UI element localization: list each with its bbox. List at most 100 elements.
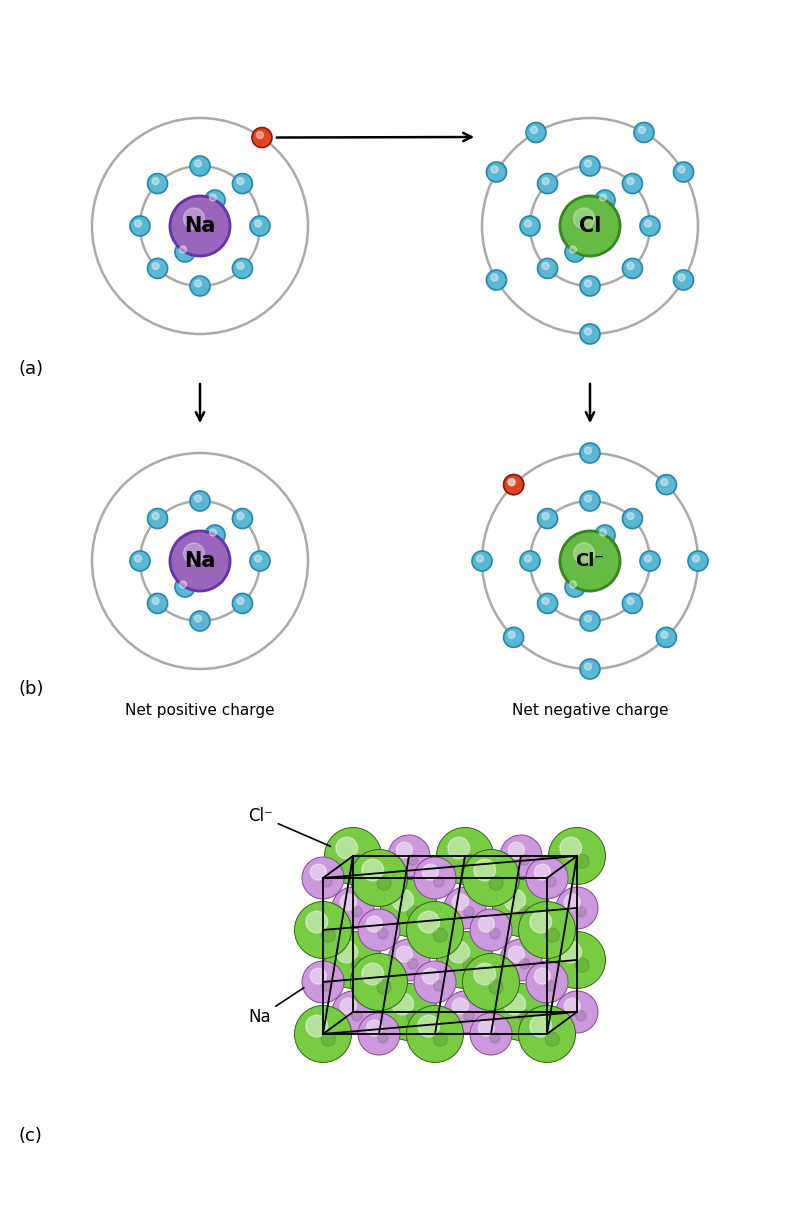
- Circle shape: [437, 827, 494, 884]
- Circle shape: [332, 886, 374, 929]
- Circle shape: [474, 859, 495, 880]
- Circle shape: [530, 911, 551, 932]
- Circle shape: [310, 865, 326, 880]
- Circle shape: [520, 216, 540, 236]
- Circle shape: [574, 543, 594, 564]
- Text: (b): (b): [18, 681, 43, 698]
- Circle shape: [250, 216, 270, 236]
- Circle shape: [504, 993, 526, 1015]
- Circle shape: [678, 166, 685, 173]
- Circle shape: [351, 958, 366, 972]
- Circle shape: [340, 998, 356, 1014]
- Circle shape: [490, 929, 500, 939]
- Circle shape: [546, 877, 556, 886]
- Circle shape: [534, 865, 550, 880]
- Circle shape: [549, 931, 606, 988]
- Circle shape: [233, 173, 253, 194]
- Circle shape: [634, 122, 654, 143]
- Circle shape: [585, 280, 591, 287]
- Text: (c): (c): [18, 1127, 42, 1144]
- Circle shape: [585, 447, 591, 454]
- Circle shape: [500, 836, 542, 877]
- Circle shape: [570, 581, 577, 589]
- Circle shape: [504, 475, 524, 494]
- Circle shape: [504, 627, 524, 648]
- Circle shape: [332, 991, 374, 1033]
- Circle shape: [310, 968, 326, 985]
- Text: Cl⁻: Cl⁻: [575, 552, 605, 570]
- Circle shape: [190, 156, 210, 176]
- Circle shape: [377, 980, 391, 994]
- Circle shape: [378, 929, 388, 939]
- Circle shape: [640, 216, 660, 236]
- Circle shape: [434, 877, 444, 886]
- Circle shape: [152, 178, 159, 184]
- Circle shape: [538, 258, 558, 279]
- Circle shape: [254, 555, 262, 562]
- Circle shape: [519, 906, 534, 920]
- Circle shape: [407, 906, 422, 920]
- Circle shape: [407, 1010, 422, 1025]
- Circle shape: [580, 156, 600, 176]
- Circle shape: [520, 551, 540, 572]
- Circle shape: [519, 959, 530, 969]
- Circle shape: [508, 478, 515, 486]
- Circle shape: [661, 631, 668, 638]
- Circle shape: [508, 631, 515, 638]
- Circle shape: [486, 162, 506, 182]
- Circle shape: [448, 837, 470, 859]
- Circle shape: [542, 597, 549, 604]
- Circle shape: [183, 208, 205, 229]
- Circle shape: [526, 122, 546, 143]
- Circle shape: [472, 551, 492, 572]
- Circle shape: [444, 991, 486, 1033]
- Circle shape: [575, 1010, 586, 1021]
- Circle shape: [175, 242, 195, 262]
- Circle shape: [190, 612, 210, 631]
- Circle shape: [237, 512, 244, 520]
- Circle shape: [422, 865, 438, 880]
- Circle shape: [252, 127, 272, 148]
- Circle shape: [340, 894, 356, 911]
- Circle shape: [491, 166, 498, 173]
- Circle shape: [627, 512, 634, 520]
- Circle shape: [418, 1015, 439, 1037]
- Circle shape: [414, 962, 456, 1003]
- Circle shape: [388, 939, 430, 981]
- Circle shape: [190, 276, 210, 295]
- Circle shape: [478, 917, 494, 932]
- Circle shape: [585, 328, 591, 335]
- Circle shape: [526, 962, 568, 1003]
- Circle shape: [585, 615, 591, 622]
- Circle shape: [358, 909, 400, 951]
- Circle shape: [645, 555, 651, 562]
- Circle shape: [237, 597, 244, 604]
- Circle shape: [377, 876, 391, 890]
- Circle shape: [477, 555, 483, 562]
- Circle shape: [463, 1010, 474, 1021]
- Circle shape: [575, 958, 590, 972]
- Circle shape: [489, 980, 503, 994]
- Circle shape: [674, 162, 694, 182]
- Circle shape: [556, 991, 598, 1033]
- Circle shape: [306, 1015, 327, 1037]
- Circle shape: [640, 551, 660, 572]
- Circle shape: [378, 1033, 388, 1043]
- Circle shape: [257, 132, 263, 138]
- Circle shape: [560, 941, 582, 963]
- Circle shape: [294, 901, 351, 958]
- Circle shape: [549, 827, 606, 884]
- Circle shape: [509, 842, 524, 859]
- Circle shape: [622, 509, 642, 528]
- Circle shape: [525, 555, 531, 562]
- Circle shape: [599, 194, 606, 201]
- Circle shape: [351, 907, 362, 917]
- Circle shape: [493, 983, 550, 1040]
- Circle shape: [362, 963, 383, 985]
- Circle shape: [565, 242, 585, 262]
- Circle shape: [538, 173, 558, 194]
- Circle shape: [350, 849, 407, 907]
- Circle shape: [392, 889, 414, 911]
- Circle shape: [152, 263, 159, 269]
- Circle shape: [463, 854, 478, 868]
